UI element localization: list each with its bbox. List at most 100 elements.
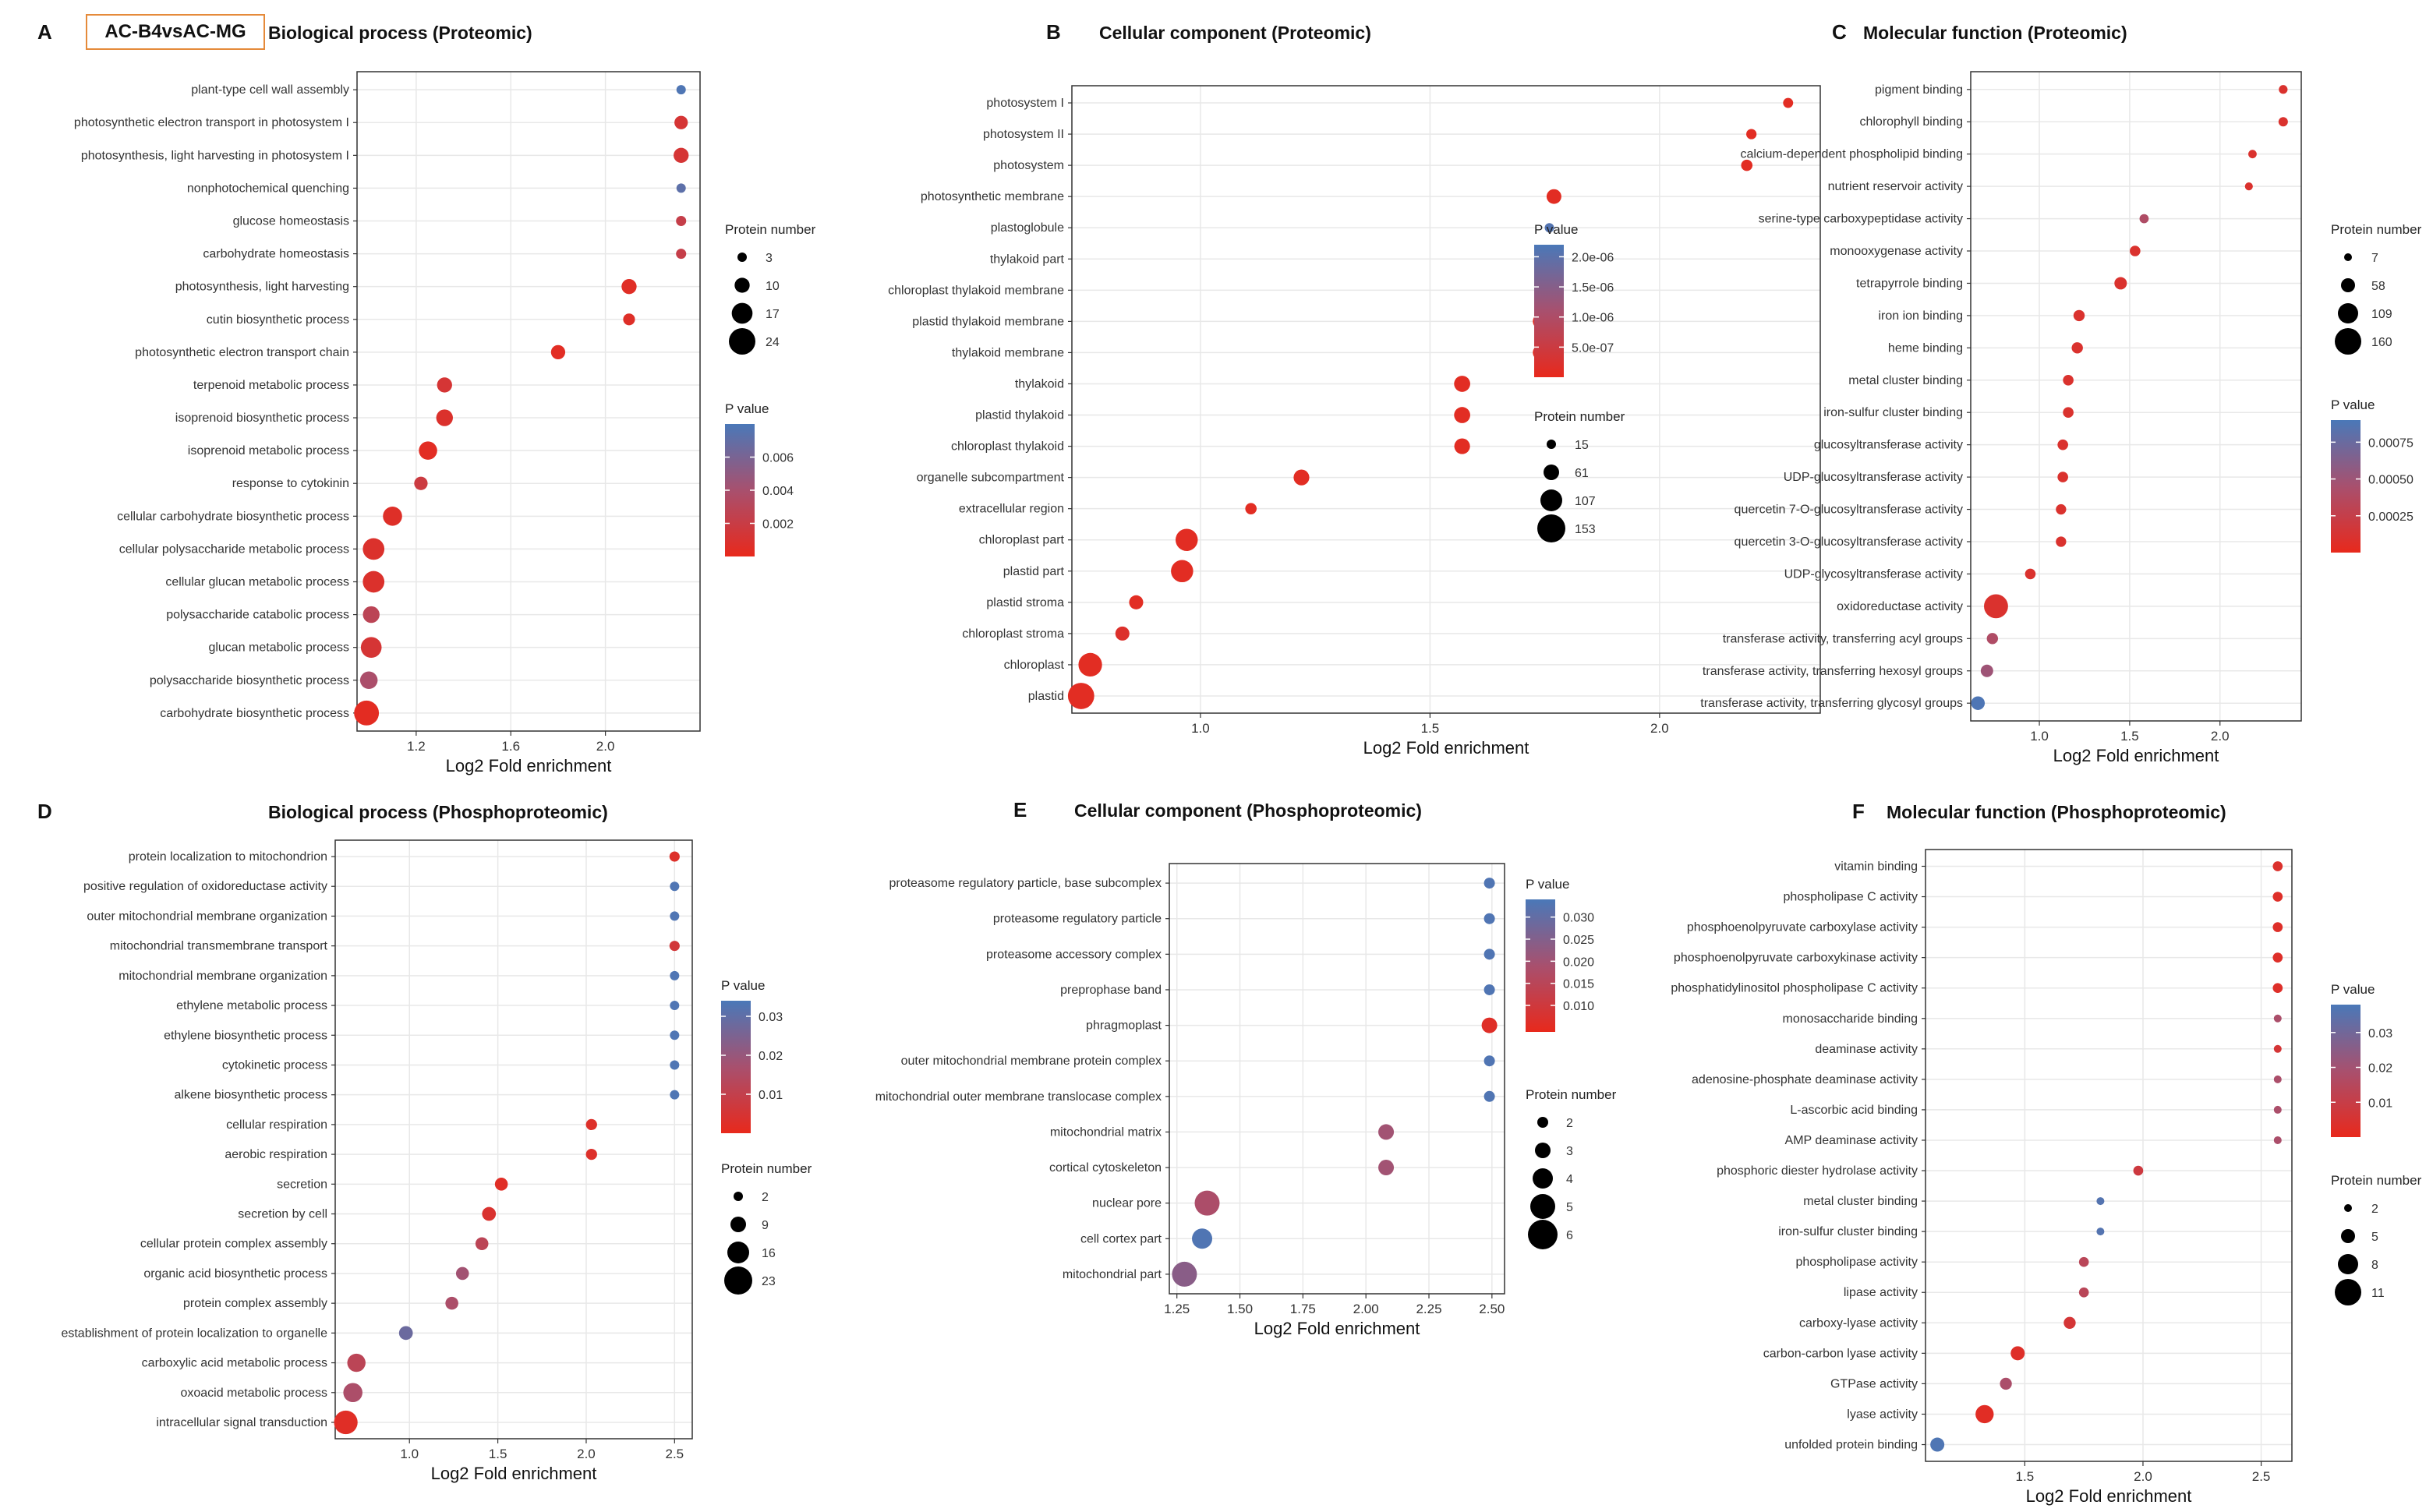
term-label: organelle subcompartment — [917, 472, 1065, 485]
panel-letter: D — [37, 800, 52, 823]
plot-frame — [1970, 71, 2302, 722]
data-point — [1986, 633, 1998, 645]
size-legend-dot — [2344, 1204, 2352, 1212]
term-label: calcium-dependent phospholipid binding — [1740, 148, 1963, 161]
data-point — [670, 1001, 680, 1011]
x-axis-label: Log2 Fold enrichment — [431, 1464, 597, 1483]
x-axis-label: Log2 Fold enrichment — [1363, 738, 1529, 758]
data-point — [347, 1353, 366, 1372]
data-point — [1454, 407, 1470, 423]
term-label: cellular carbohydrate biosynthetic proce… — [117, 510, 349, 523]
term-label: iron-sulfur cluster binding — [1823, 406, 1963, 419]
x-tick-label: 2.5 — [2252, 1469, 2271, 1484]
term-label: oxidoreductase activity — [1837, 600, 1963, 613]
panel-a: A Biological process (Proteomic) plant-typ… — [37, 20, 816, 775]
data-point — [475, 1237, 489, 1251]
term-label: polysaccharide catabolic process — [166, 609, 349, 622]
term-label: outer mitochondrial membrane protein com… — [901, 1055, 1162, 1068]
data-point — [360, 637, 382, 659]
color-legend-title: P value — [2331, 982, 2375, 997]
data-point — [2130, 246, 2141, 256]
size-legend-label: 17 — [766, 308, 780, 321]
term-label: cytokinetic process — [222, 1058, 327, 1072]
term-label: photosynthesis, light harvesting in phot… — [81, 149, 349, 162]
term-label: phosphoric diester hydrolase activity — [1717, 1164, 1918, 1178]
term-label: metal cluster binding — [1848, 374, 1963, 387]
size-legend-dot — [1544, 465, 1559, 480]
term-label: isoprenoid biosynthetic process — [175, 412, 349, 425]
size-legend-label: 107 — [1575, 495, 1596, 508]
data-point — [2071, 342, 2083, 354]
data-point — [670, 881, 680, 892]
term-label: organic acid biosynthetic process — [143, 1267, 327, 1281]
term-label: lipase activity — [1844, 1286, 1918, 1299]
color-legend-label: 0.025 — [1563, 934, 1594, 947]
term-label: photosystem I — [986, 97, 1064, 110]
size-legend-title: Protein number — [725, 222, 816, 237]
data-point — [494, 1178, 508, 1191]
data-point — [2025, 568, 2036, 580]
term-label: nutrient reservoir activity — [1828, 180, 1963, 193]
data-point — [674, 147, 689, 163]
data-point — [1378, 1160, 1395, 1176]
data-point — [2244, 182, 2253, 191]
size-legend-title: Protein number — [2331, 1173, 2422, 1188]
data-point — [1746, 129, 1757, 140]
term-label: terpenoid metabolic process — [193, 379, 349, 392]
size-legend-dot — [1547, 440, 1556, 449]
data-point — [1194, 1190, 1220, 1216]
size-legend-dot — [2338, 1254, 2358, 1274]
size-legend-dot — [2341, 278, 2355, 292]
data-point — [1245, 503, 1257, 514]
term-label: chloroplast stroma — [962, 627, 1064, 641]
x-tick-label: 2.5 — [666, 1447, 684, 1461]
size-legend-label: 61 — [1575, 467, 1589, 480]
data-point — [362, 571, 385, 593]
data-point — [670, 970, 680, 980]
size-legend-dot — [737, 253, 747, 262]
term-label: proteasome accessory complex — [986, 948, 1162, 961]
term-label: carbon-carbon lyase activity — [1763, 1347, 1918, 1360]
term-label: secretion by cell — [238, 1208, 327, 1221]
panel-f: F Molecular function (Phosphoproteomic) vi… — [1671, 800, 2421, 1506]
chart-title: Biological process (Proteomic) — [268, 23, 532, 43]
x-axis-label: Log2 Fold enrichment — [2053, 746, 2219, 765]
data-point — [455, 1266, 469, 1281]
size-legend-label: 5 — [2371, 1231, 2378, 1244]
data-point — [2057, 472, 2068, 482]
color-legend-bar — [1534, 245, 1564, 377]
term-label: protein localization to mitochondrion — [129, 850, 327, 864]
data-point — [436, 409, 453, 426]
data-point — [383, 507, 402, 526]
color-legend-bar — [1526, 899, 1555, 1032]
size-legend-title: Protein number — [721, 1161, 812, 1176]
size-legend-label: 160 — [2371, 336, 2392, 349]
term-label: chloroplast thylakoid — [951, 440, 1064, 454]
term-label: adenosine-phosphate deaminase activity — [1692, 1073, 1918, 1086]
x-tick-label: 2.0 — [1650, 721, 1669, 736]
term-label: chloroplast thylakoid membrane — [888, 284, 1064, 297]
data-point — [2272, 861, 2283, 871]
size-legend-dot — [1540, 489, 1562, 511]
term-label: cellular protein complex assembly — [140, 1238, 327, 1251]
data-point — [674, 115, 688, 129]
color-legend-label: 0.01 — [2368, 1097, 2392, 1110]
data-point — [1544, 223, 1554, 233]
x-tick-label: 2.0 — [2134, 1469, 2152, 1484]
term-label: cellular respiration — [226, 1118, 327, 1132]
panel-letter: C — [1832, 20, 1847, 44]
x-tick-label: 1.2 — [407, 739, 426, 754]
data-point — [437, 377, 452, 393]
data-point — [1483, 984, 1495, 995]
data-point — [2114, 277, 2127, 290]
color-legend-bar — [725, 424, 755, 556]
term-label: plastid — [1028, 690, 1064, 703]
x-tick-label: 2.0 — [596, 739, 615, 754]
data-point — [2056, 536, 2067, 547]
term-label: cell cortex part — [1080, 1232, 1162, 1245]
term-label: plastid thylakoid membrane — [912, 315, 1064, 328]
size-legend-label: 3 — [766, 252, 773, 265]
x-tick-label: 1.5 — [2016, 1469, 2035, 1484]
data-point — [1971, 696, 1986, 710]
